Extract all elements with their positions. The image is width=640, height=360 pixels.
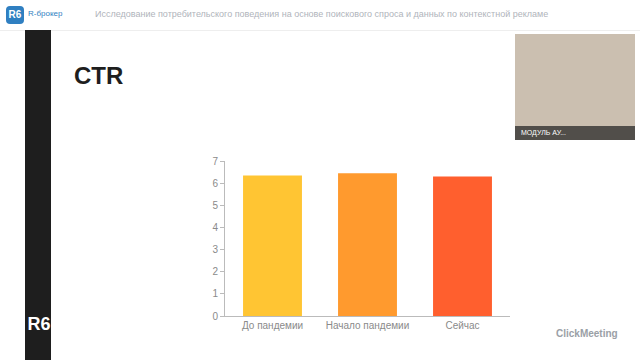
svg-text:4: 4 [212, 222, 218, 233]
svg-text:Сейчас: Сейчас [445, 320, 479, 331]
html-text:R-брокер: R-брокер [28, 9, 63, 18]
svg-text:1: 1 [212, 288, 218, 299]
html-text:R6: R6 [8, 9, 22, 20]
svg-text:5: 5 [212, 200, 218, 211]
html-text:R6: R6 [27, 314, 51, 334]
html-text:ClickMeeting: ClickMeeting [556, 328, 618, 339]
svg-text:0: 0 [212, 311, 218, 322]
svg-text:6: 6 [212, 178, 218, 189]
html-text:CTR: CTR [74, 62, 124, 89]
svg-text:7: 7 [212, 156, 218, 167]
svg-text:Начало пандемии: Начало пандемии [326, 320, 410, 331]
svg-text:До пандемии: До пандемии [242, 320, 303, 331]
svg-text:2: 2 [212, 266, 218, 277]
html-text:МОДУЛЬ АУ...: МОДУЛЬ АУ... [521, 129, 566, 136]
svg-text:3: 3 [212, 244, 218, 255]
html-text:Исследование потребительского: Исследование потребительского поведения … [95, 9, 549, 19]
